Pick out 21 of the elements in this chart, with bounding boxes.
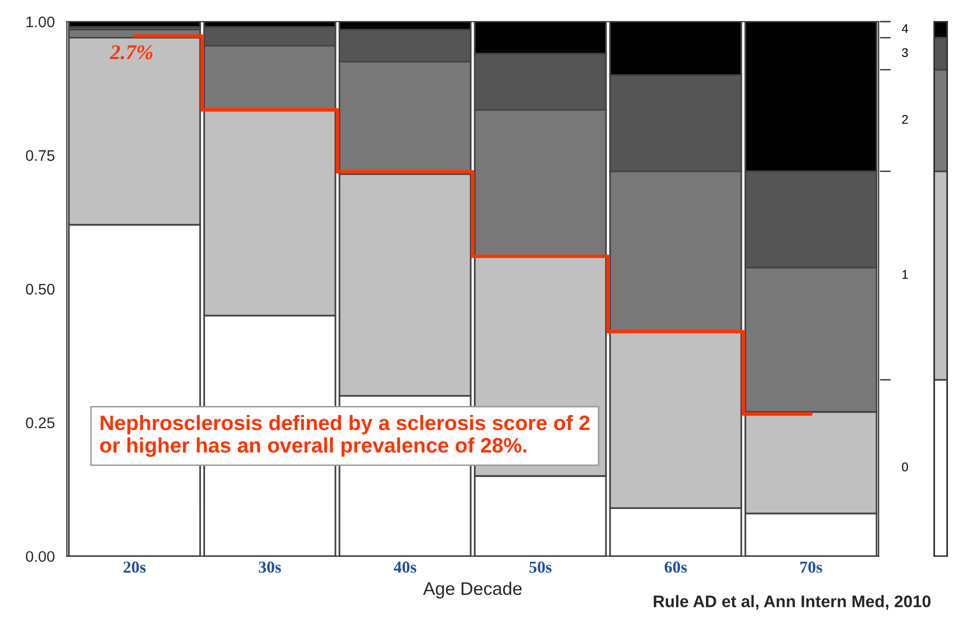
text: 0 bbox=[902, 462, 908, 472]
x-axis-title: Age Decade bbox=[423, 582, 522, 599]
text: Rule AD et al, Ann Intern Med, 2010 bbox=[654, 595, 930, 610]
text: 1 bbox=[902, 270, 908, 279]
legend-label: 4 bbox=[902, 24, 908, 33]
annotation: 2.7% bbox=[110, 45, 152, 60]
text: 2 bbox=[902, 115, 908, 124]
y-tick-label: 0.50 bbox=[26, 284, 54, 295]
y-tick-label: 0.00 bbox=[26, 551, 54, 562]
x-tick-label: 70s bbox=[800, 562, 822, 573]
x-tick-label: 30s bbox=[258, 562, 281, 573]
text: 3 bbox=[902, 48, 908, 58]
annotation: Nephrosclerosis defined by a sclerosis score of 2 or higher has an overall prevalence of 28%. bbox=[100, 414, 590, 457]
y-tick-label: 0.25 bbox=[26, 417, 54, 428]
x-tick-label: 40s bbox=[394, 562, 416, 573]
y-tick-label: 0.75 bbox=[26, 150, 54, 161]
y-tick-label: 1.00 bbox=[26, 16, 54, 28]
x-tick-label: 60s bbox=[664, 562, 687, 573]
x-tick-label: 50s bbox=[529, 562, 552, 573]
x-tick-label: 20s bbox=[124, 562, 146, 573]
bar bbox=[68, 22, 201, 28]
